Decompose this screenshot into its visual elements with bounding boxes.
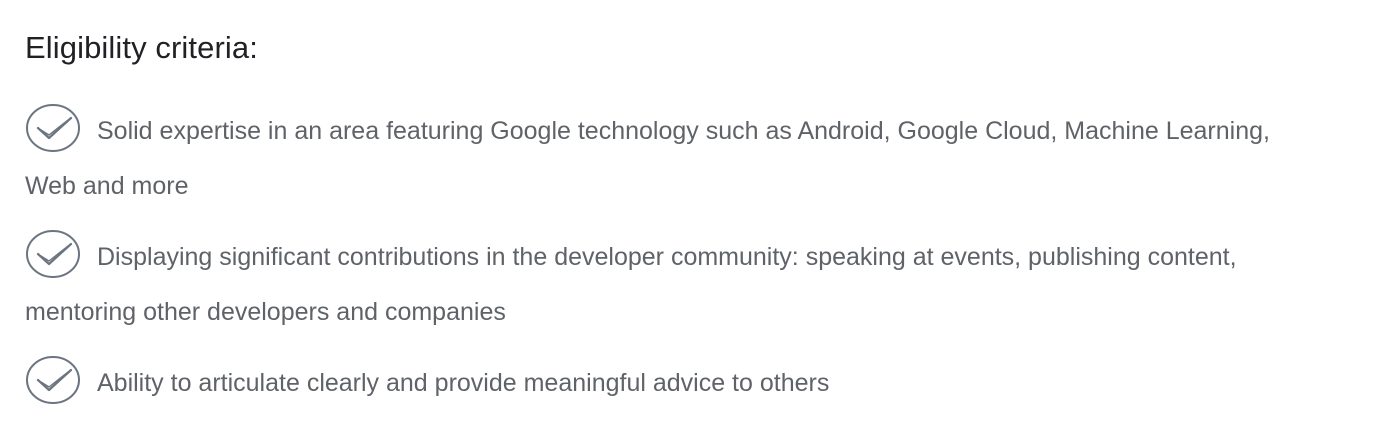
criteria-text: Solid expertise in an area featuring Goo… — [25, 117, 1270, 200]
check-circle-icon — [25, 103, 83, 153]
criteria-list: Solid expertise in an area featuring Goo… — [25, 104, 1315, 427]
section-heading: Eligibility criteria: — [25, 30, 258, 65]
criteria-text: Ability to articulate clearly and provid… — [97, 369, 830, 397]
criteria-item: Ability to articulate clearly and provid… — [25, 356, 1315, 411]
check-circle-icon — [25, 229, 83, 279]
criteria-item: Displaying significant contributions in … — [25, 230, 1315, 340]
check-circle-icon — [25, 355, 83, 405]
criteria-text: Displaying significant contributions in … — [25, 243, 1237, 326]
criteria-item: Solid expertise in an area featuring Goo… — [25, 104, 1315, 214]
